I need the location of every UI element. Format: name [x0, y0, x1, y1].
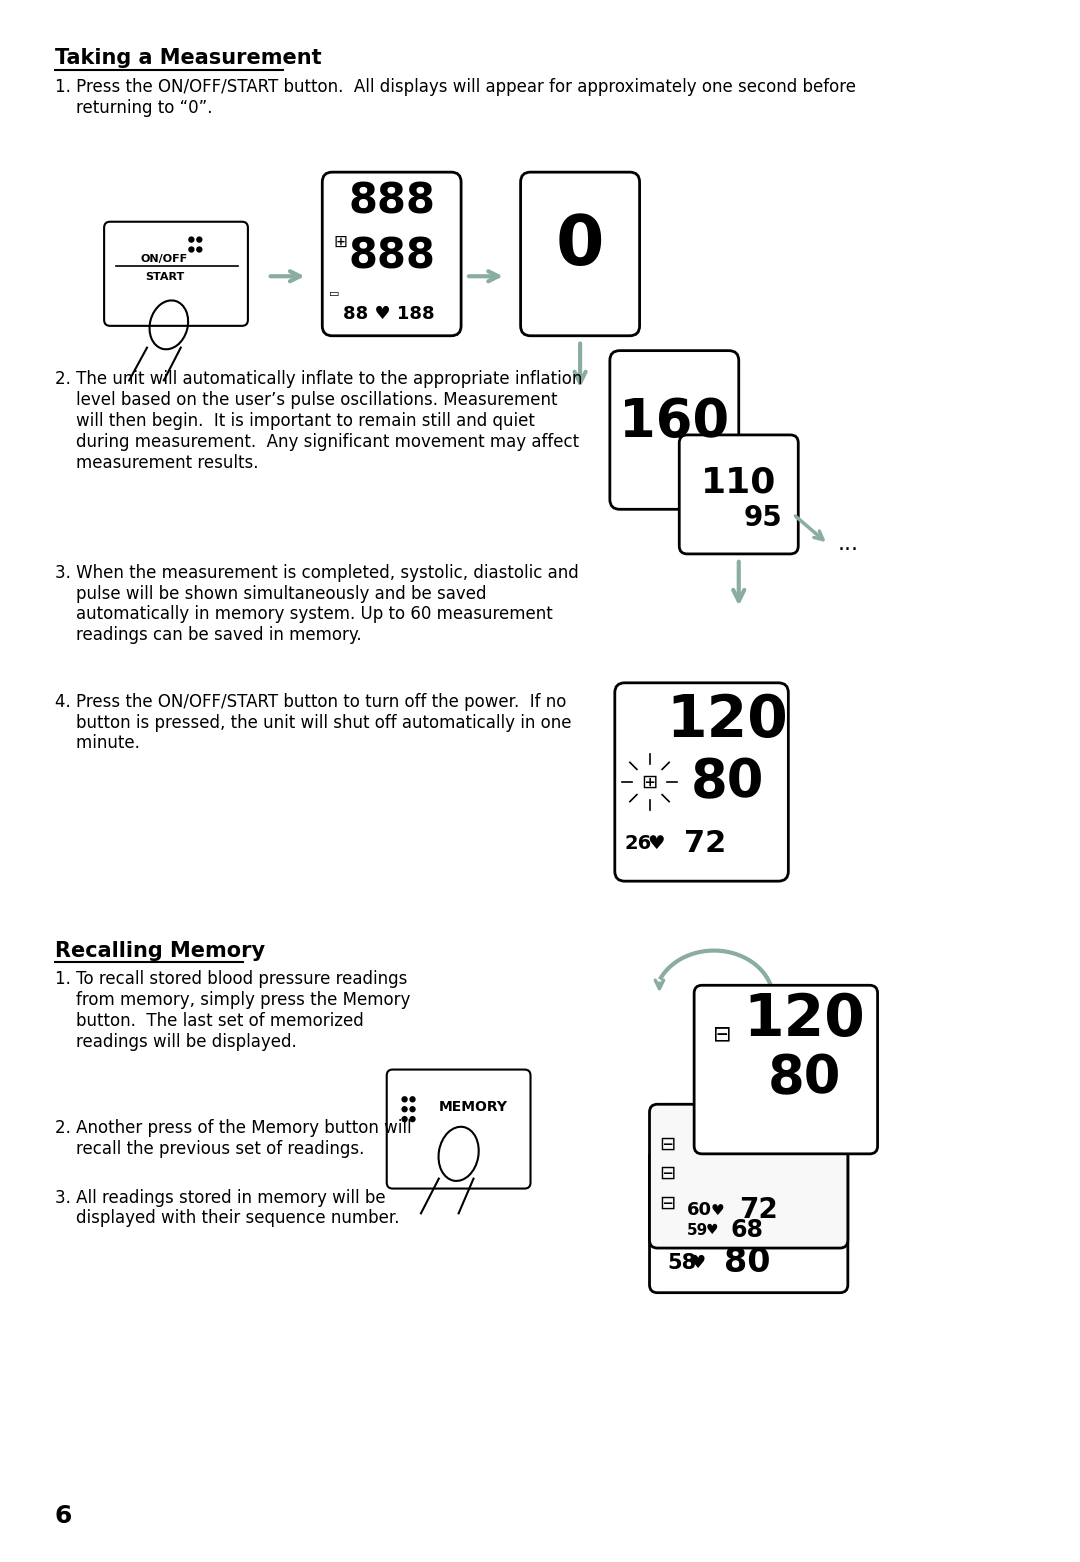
FancyBboxPatch shape [649, 1104, 848, 1248]
FancyBboxPatch shape [615, 683, 788, 881]
Text: START: START [145, 272, 184, 283]
Text: 80: 80 [691, 756, 765, 808]
Text: 72: 72 [685, 829, 727, 858]
Text: 888: 888 [348, 236, 435, 278]
Text: ⊞: ⊞ [642, 773, 658, 792]
Circle shape [402, 1097, 407, 1101]
Text: 3. All readings stored in memory will be
    displayed with their sequence numbe: 3. All readings stored in memory will be… [54, 1189, 399, 1228]
FancyBboxPatch shape [649, 1150, 848, 1293]
Circle shape [402, 1107, 407, 1112]
Text: ⊟: ⊟ [659, 1164, 676, 1182]
Text: ⊟: ⊟ [659, 1134, 676, 1153]
Text: 2. The unit will automatically inflate to the appropriate inflation
    level ba: 2. The unit will automatically inflate t… [54, 370, 582, 472]
Text: Recalling Memory: Recalling Memory [54, 940, 265, 961]
Text: 120: 120 [666, 692, 788, 750]
Circle shape [197, 247, 202, 251]
Text: ⊟: ⊟ [713, 1025, 731, 1045]
Text: 0: 0 [556, 212, 605, 280]
Circle shape [410, 1117, 415, 1122]
Text: 80: 80 [752, 1120, 806, 1157]
Text: ...: ... [837, 534, 859, 555]
Circle shape [197, 237, 202, 242]
Text: 1. To recall stored blood pressure readings
    from memory, simply press the Me: 1. To recall stored blood pressure readi… [54, 970, 410, 1051]
FancyBboxPatch shape [694, 986, 878, 1154]
Text: ♥: ♥ [689, 1254, 705, 1271]
FancyBboxPatch shape [679, 434, 798, 555]
Text: ON/OFF: ON/OFF [141, 255, 188, 264]
Text: 888: 888 [348, 181, 435, 223]
Text: 59: 59 [687, 1223, 708, 1237]
Text: ⊞: ⊞ [334, 233, 347, 250]
Text: MEMORY: MEMORY [438, 1100, 508, 1114]
Text: 88 ♥ 188: 88 ♥ 188 [343, 305, 435, 323]
Text: ♥: ♥ [648, 834, 665, 853]
Text: 110: 110 [701, 465, 777, 500]
Text: ⊟: ⊟ [659, 1193, 676, 1214]
Text: 60: 60 [687, 1201, 712, 1220]
Text: 68: 68 [731, 1218, 764, 1242]
FancyBboxPatch shape [521, 172, 639, 336]
Text: 3. When the measurement is completed, systolic, diastolic and
    pulse will be : 3. When the measurement is completed, sy… [54, 564, 578, 644]
Text: ♥: ♥ [705, 1223, 718, 1237]
Text: 95: 95 [743, 505, 782, 533]
Circle shape [410, 1097, 415, 1101]
FancyBboxPatch shape [610, 350, 739, 509]
Text: 120: 120 [743, 992, 865, 1048]
Text: 80: 80 [724, 1246, 770, 1279]
Text: 4. Press the ON/OFF/START button to turn off the power.  If no
    button is pre: 4. Press the ON/OFF/START button to turn… [54, 692, 571, 753]
Text: Taking a Measurement: Taking a Measurement [54, 48, 321, 69]
Text: 72: 72 [739, 1196, 778, 1225]
Text: 58: 58 [667, 1253, 697, 1273]
Text: ▭: ▭ [329, 289, 339, 298]
Text: 160: 160 [619, 397, 729, 448]
Text: 2. Another press of the Memory button will
    recall the previous set of readin: 2. Another press of the Memory button wi… [54, 1118, 411, 1157]
Text: ♥: ♥ [711, 1203, 724, 1218]
Text: 80: 80 [768, 1051, 841, 1104]
FancyBboxPatch shape [387, 1070, 530, 1189]
Circle shape [189, 237, 194, 242]
Text: 6: 6 [54, 1504, 72, 1528]
Text: 1. Press the ON/OFF/START button.  All displays will appear for approximately on: 1. Press the ON/OFF/START button. All di… [54, 78, 855, 117]
FancyBboxPatch shape [104, 222, 248, 326]
Circle shape [402, 1117, 407, 1122]
Circle shape [410, 1107, 415, 1112]
FancyBboxPatch shape [322, 172, 461, 336]
Text: 26: 26 [624, 834, 652, 853]
Circle shape [189, 247, 194, 251]
